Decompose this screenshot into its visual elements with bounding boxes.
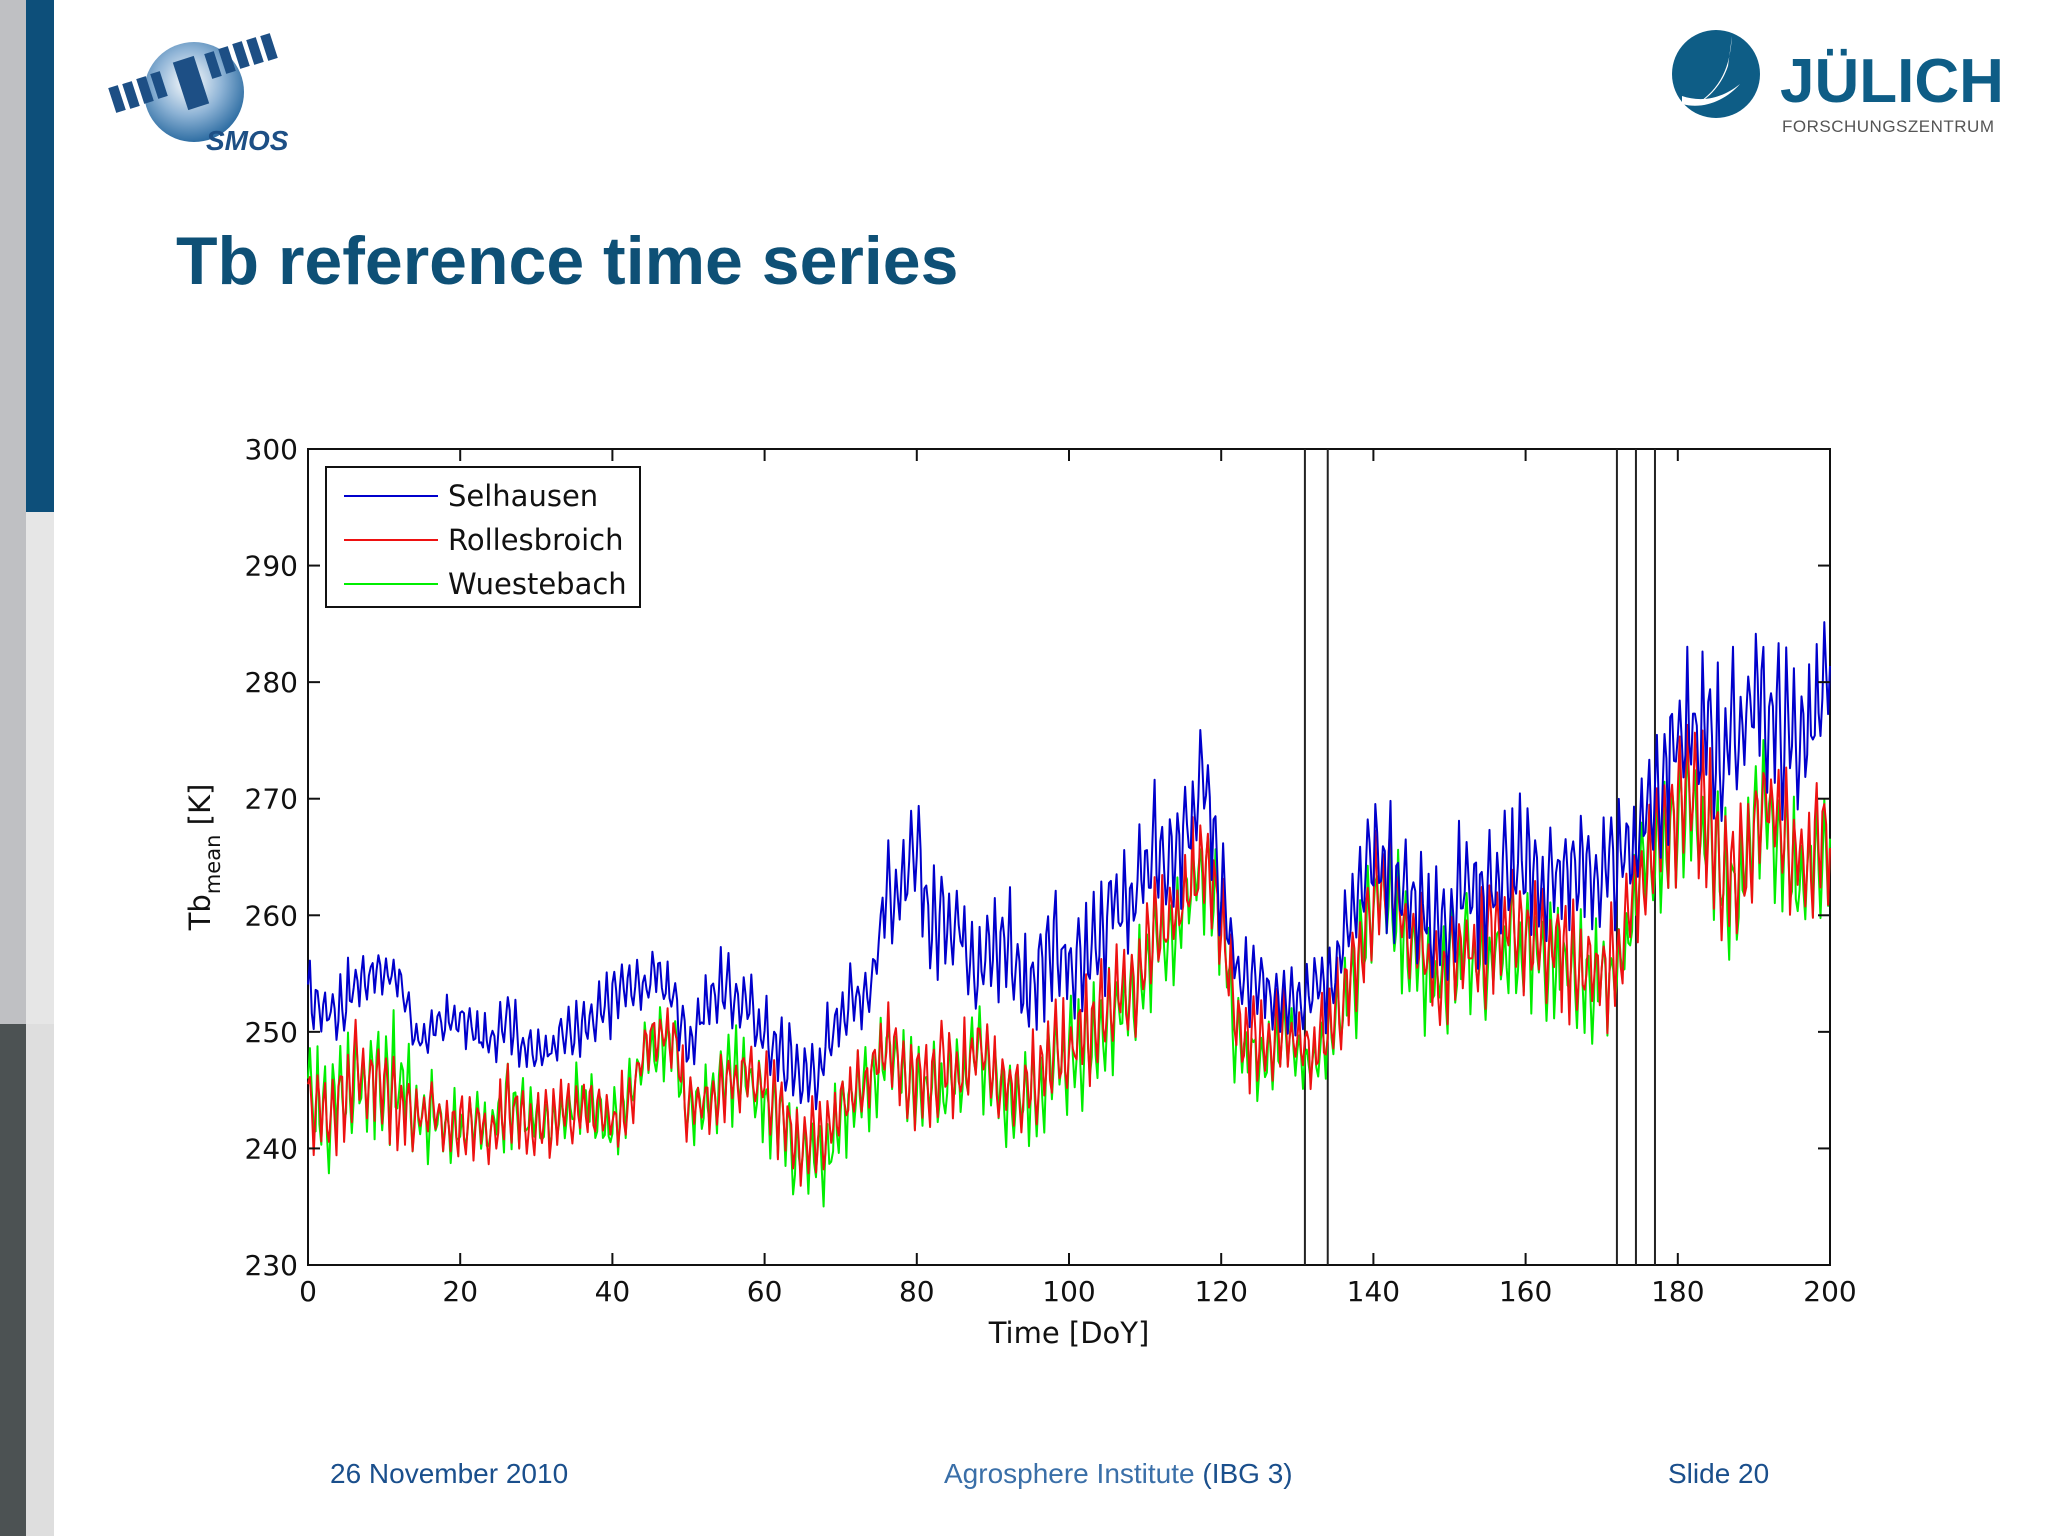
- y-tick-label: 240: [245, 1132, 298, 1165]
- smos-logo: SMOS: [108, 33, 289, 156]
- y-tick-label: 260: [245, 899, 298, 932]
- x-tick-label: 20: [442, 1275, 478, 1308]
- julich-name: JÜLICH: [1780, 47, 2000, 116]
- footer-date: 26 November 2010: [330, 1458, 569, 1489]
- y-tick-label: 270: [245, 783, 298, 816]
- y-tick-label: 250: [245, 1016, 298, 1049]
- x-tick-label: 100: [1042, 1275, 1095, 1308]
- y-tick-label: 300: [245, 433, 298, 466]
- footer-institute-code: (IBG 3): [1202, 1458, 1293, 1489]
- julich-subtitle: FORSCHUNGSZENTRUM: [1782, 117, 1995, 136]
- y-tick-label: 280: [245, 666, 298, 699]
- y-axis-label: Tbmean [K]: [183, 784, 225, 932]
- julich-logo: JÜLICH FORSCHUNGSZENTRUM: [1672, 30, 2000, 136]
- y-axis-label-sub: mean: [201, 835, 225, 895]
- legend: Selhausen Rollesbroich Wuestebach: [325, 466, 641, 608]
- y-tick-label: 290: [245, 550, 298, 583]
- side-bar-middle-accent: [26, 512, 54, 1024]
- side-bar-top-accent: [26, 0, 54, 512]
- series-line-selhausen: [307, 621, 1831, 1111]
- axis-ticks: [307, 448, 1831, 1266]
- footer-institute: Agrosphere Institute (IBG 3): [944, 1458, 1293, 1490]
- y-axis-label-unit: [K]: [183, 784, 217, 835]
- x-tick-label: 140: [1347, 1275, 1400, 1308]
- smos-logo-text: SMOS: [206, 125, 289, 156]
- legend-label-wuestebach: Wuestebach: [448, 567, 627, 601]
- slide-title: Tb reference time series: [176, 223, 959, 299]
- x-tick-label: 180: [1651, 1275, 1704, 1308]
- y-axis-label-main: Tb: [183, 894, 217, 931]
- x-axis-label: Time [DoY]: [988, 1316, 1150, 1350]
- x-tick-label: 80: [899, 1275, 935, 1308]
- x-tick-label: 200: [1803, 1275, 1856, 1308]
- x-tick-label: 120: [1194, 1275, 1247, 1308]
- x-tick-label: 0: [299, 1275, 317, 1308]
- time-series-chart: Time [DoY] Tbmean [K] Selhausen Rollesbro…: [183, 433, 1857, 1350]
- footer-slide-number: Slide 20: [1668, 1458, 1770, 1489]
- legend-label-rollesbroich: Rollesbroich: [448, 523, 623, 557]
- footer-institute-name: Agrosphere Institute: [944, 1458, 1195, 1489]
- series-line-rollesbroich: [307, 723, 1831, 1187]
- series-lines: [307, 621, 1831, 1208]
- x-tick-label: 40: [595, 1275, 631, 1308]
- side-bar-bottom-accent: [26, 1024, 54, 1536]
- x-tick-label: 60: [747, 1275, 783, 1308]
- julich-swoosh-icon: [1672, 30, 1760, 118]
- x-tick-label: 160: [1499, 1275, 1552, 1308]
- legend-label-selhausen: Selhausen: [448, 479, 598, 513]
- y-tick-label: 230: [245, 1249, 298, 1282]
- satellite-icon: [108, 33, 278, 142]
